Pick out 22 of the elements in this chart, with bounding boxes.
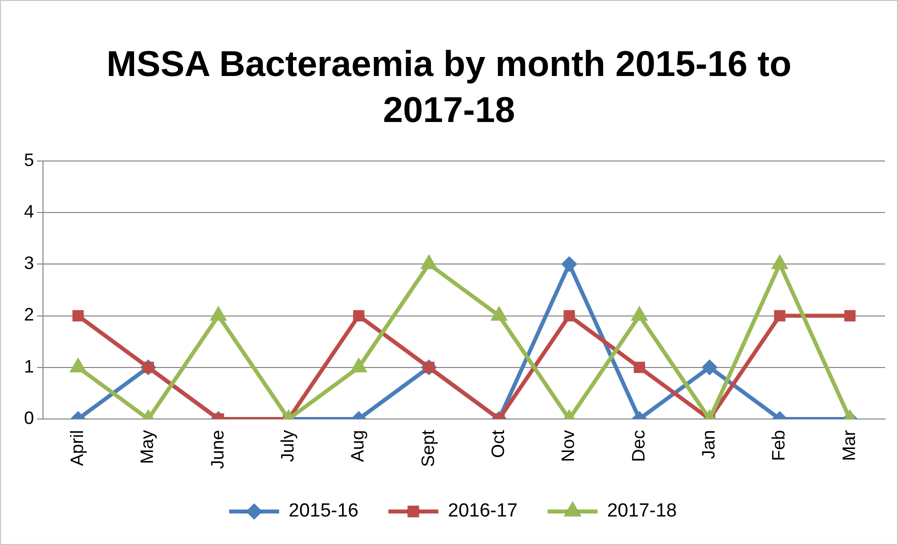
y-tick-label: 4 <box>24 202 34 222</box>
y-tick-label: 3 <box>24 253 34 274</box>
x-tick-label: Dec <box>628 430 648 462</box>
x-tick-label: May <box>137 430 158 464</box>
x-tick-label: June <box>207 430 228 470</box>
y-tick-label: 2 <box>24 304 34 325</box>
chart-title: MSSA Bacteraemia by month 2015-16 to 2017-18 <box>106 42 792 132</box>
x-tick-label: Aug <box>348 430 368 462</box>
x-tick-label: Feb <box>768 430 789 461</box>
x-tick-label: Sept <box>418 430 438 467</box>
x-tick-label: Nov <box>558 430 578 462</box>
legend-label: 2015-16 <box>288 500 358 522</box>
x-tick-label: July <box>278 430 298 462</box>
x-tick-label: April <box>67 430 88 466</box>
y-tick-label: 5 <box>24 150 34 170</box>
x-tick-label: Mar <box>838 430 859 461</box>
y-tick-label: 1 <box>24 356 34 376</box>
legend-label: 2017-18 <box>607 500 677 522</box>
x-tick-label: Oct <box>488 430 508 458</box>
y-tick-label: 0 <box>24 408 34 428</box>
x-tick-label: Jan <box>698 430 719 459</box>
legend-label: 2016-17 <box>448 500 518 522</box>
